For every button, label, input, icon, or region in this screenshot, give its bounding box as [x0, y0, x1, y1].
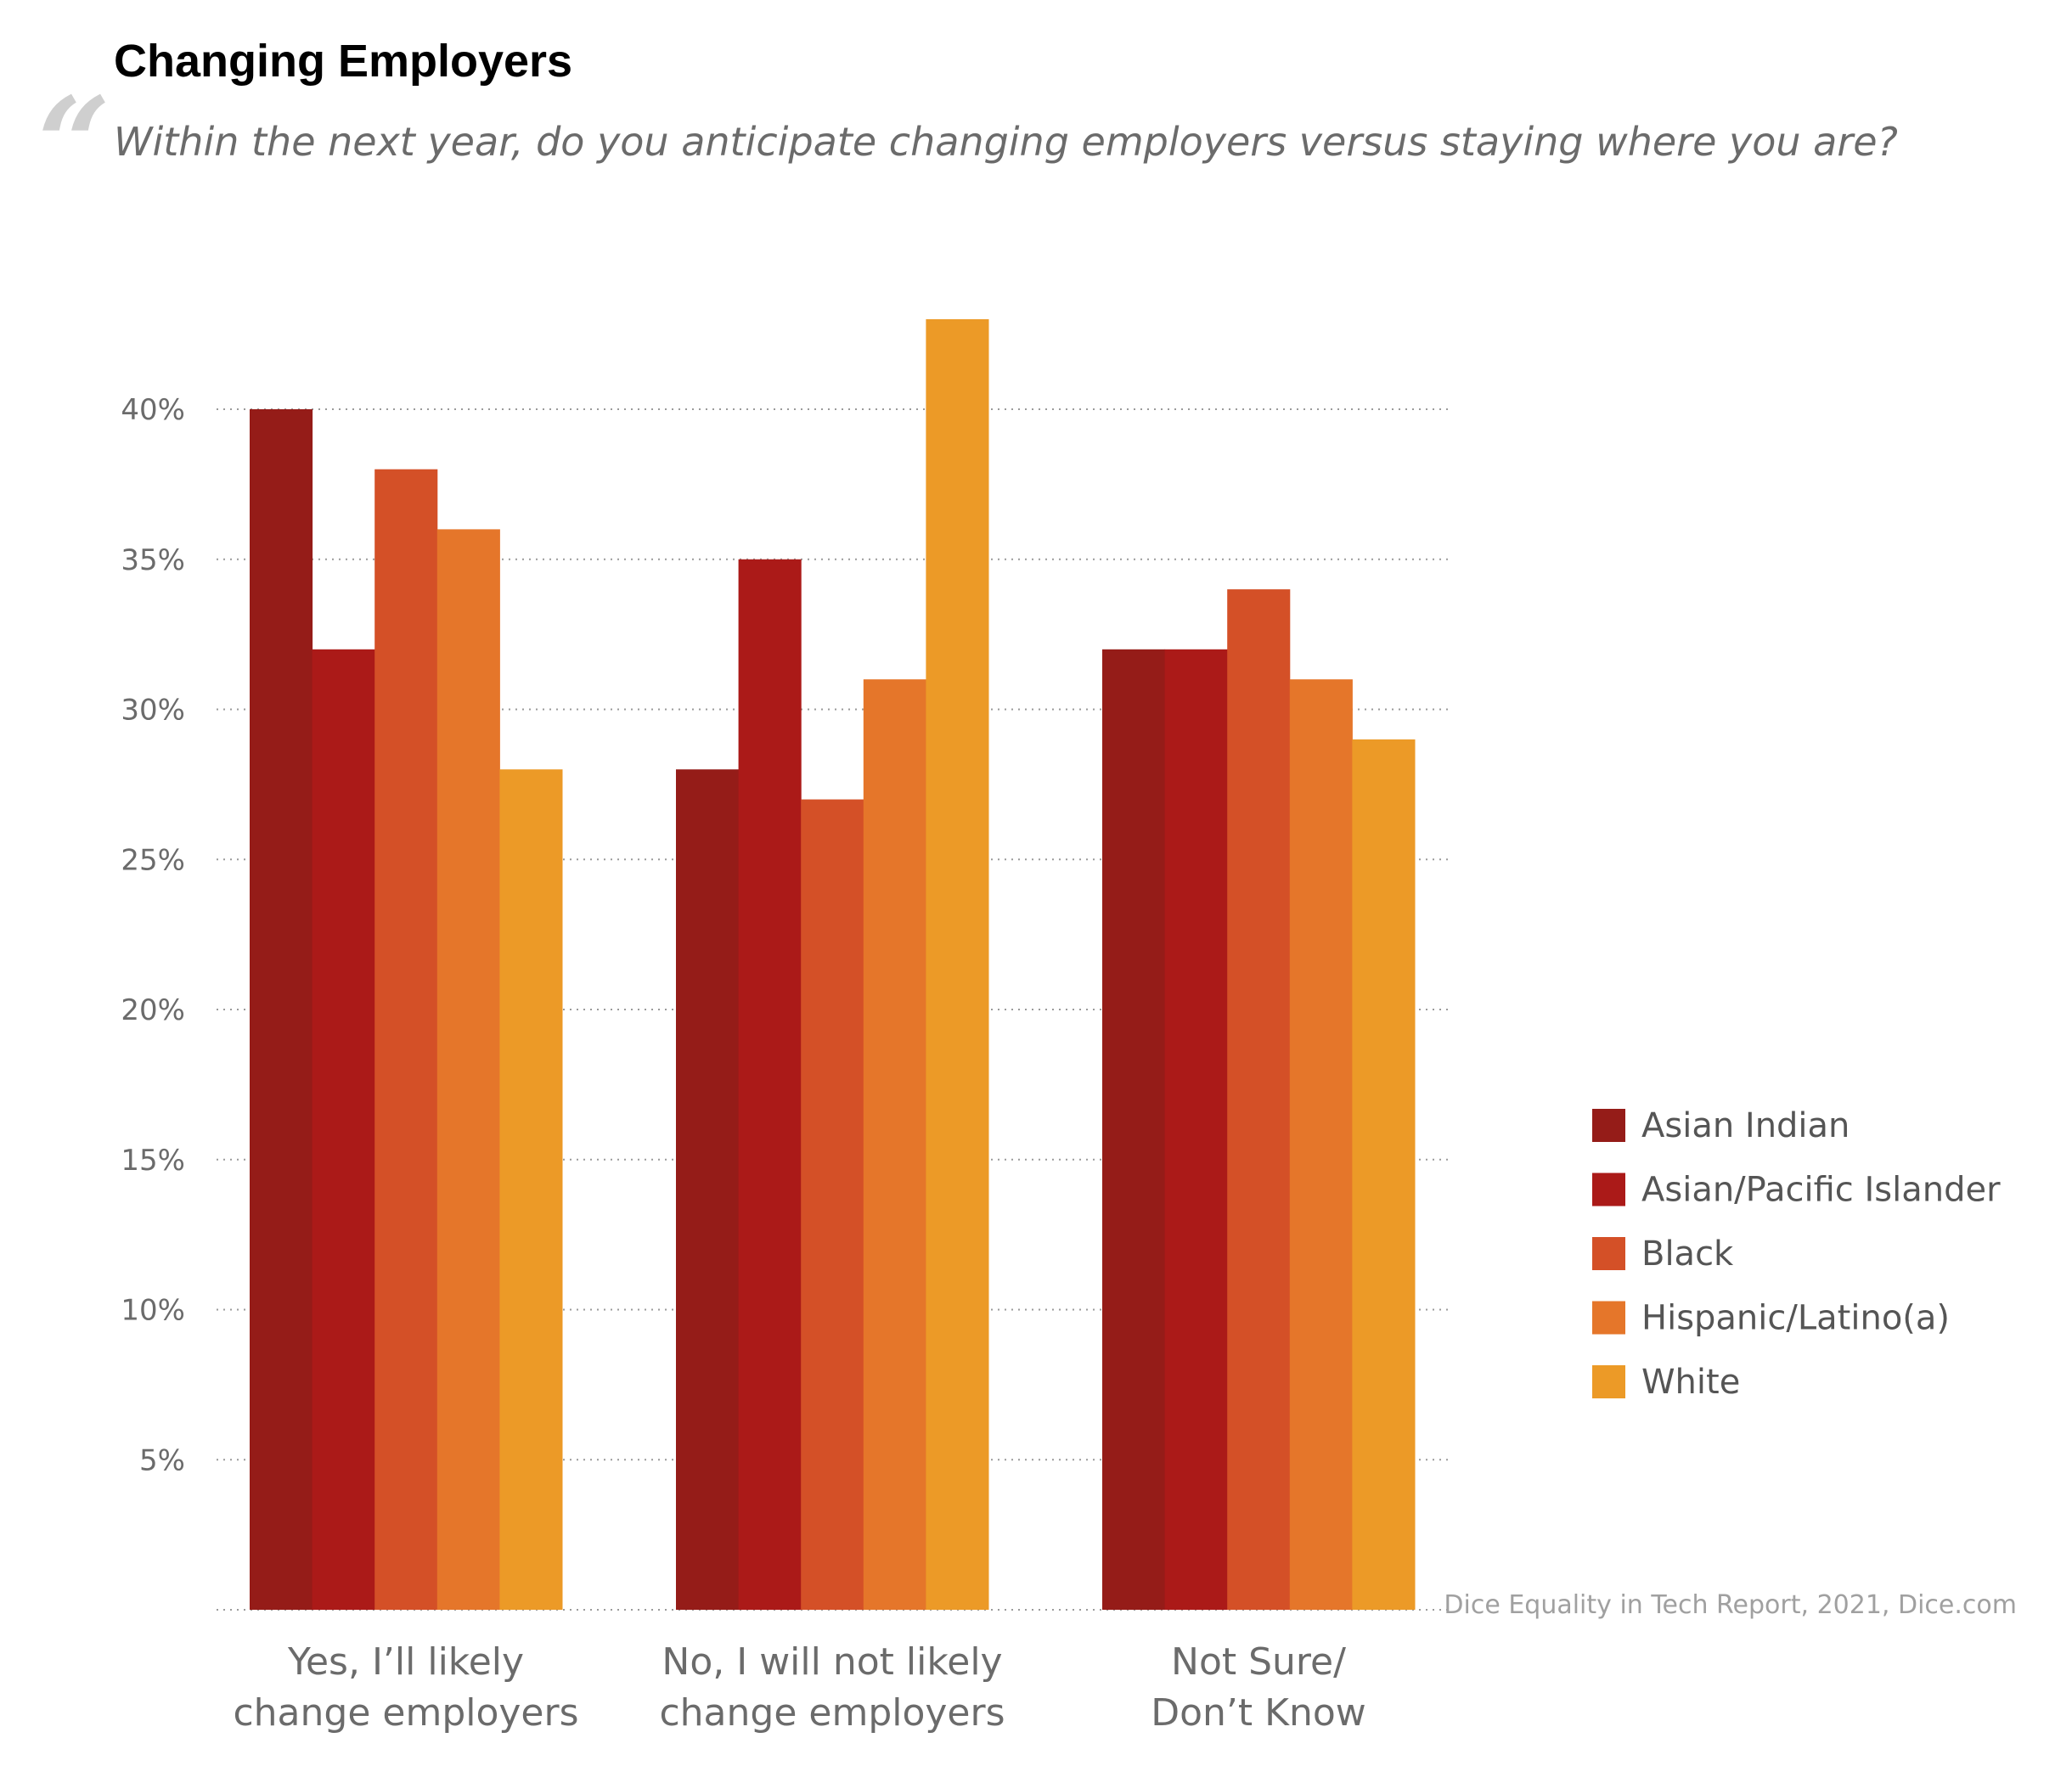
quote-mark-icon: “	[37, 70, 110, 219]
bar	[1352, 739, 1416, 1610]
y-tick-label: 5%	[139, 1443, 185, 1477]
y-tick-label: 10%	[121, 1294, 185, 1328]
y-tick-label: 35%	[121, 543, 185, 577]
category-label: No, I will not likely	[662, 1640, 1002, 1684]
bar	[499, 769, 563, 1610]
source-note: Dice Equality in Tech Report, 2021, Dice…	[1444, 1590, 2017, 1620]
bar	[1102, 649, 1166, 1610]
category-label: Yes, I’ll likely	[287, 1640, 524, 1684]
bar	[676, 769, 740, 1610]
bar	[250, 409, 313, 1610]
bar	[738, 559, 802, 1610]
chart-title: Changing Employers	[114, 36, 572, 87]
legend-label: Black	[1641, 1235, 1734, 1274]
y-axis-ticks: 5% 10% 15% 20% 25% 30% 35% 40%	[121, 393, 185, 1477]
legend-label: Hispanic/Latino(a)	[1641, 1299, 1950, 1338]
legend-label: White	[1641, 1363, 1740, 1402]
category-label: change employers	[659, 1691, 1005, 1735]
legend-label: Asian/Pacific Islander	[1641, 1171, 2001, 1210]
legend: Asian Indian Asian/Pacific Islander Black H…	[1592, 1106, 2001, 1402]
y-tick-label: 30%	[121, 694, 185, 728]
bar	[926, 318, 989, 1611]
y-tick-label: 25%	[121, 843, 185, 877]
legend-swatch	[1592, 1109, 1625, 1142]
y-tick-label: 40%	[121, 393, 185, 427]
legend-swatch	[1592, 1173, 1625, 1206]
bar	[863, 679, 926, 1610]
bar	[374, 469, 438, 1611]
bar	[801, 799, 864, 1610]
legend-swatch	[1592, 1301, 1625, 1335]
category-label: Not Sure/	[1171, 1640, 1346, 1684]
x-axis-categories: Yes, I’ll likely change employers No, I wi…	[233, 1640, 1365, 1735]
chart-subtitle: Within the next year, do you anticipate …	[114, 119, 1898, 165]
legend-swatch	[1592, 1365, 1625, 1398]
category-label: change employers	[233, 1691, 578, 1735]
bar	[1164, 649, 1228, 1610]
legend-swatch	[1592, 1237, 1625, 1270]
bar	[312, 649, 375, 1610]
legend-label: Asian Indian	[1641, 1106, 1850, 1145]
bar	[436, 529, 500, 1610]
category-label: Don’t Know	[1151, 1691, 1366, 1735]
bar	[1227, 589, 1291, 1610]
bar	[1289, 679, 1353, 1610]
y-tick-label: 20%	[121, 993, 185, 1027]
y-tick-label: 15%	[121, 1144, 185, 1178]
bars	[250, 318, 1416, 1611]
